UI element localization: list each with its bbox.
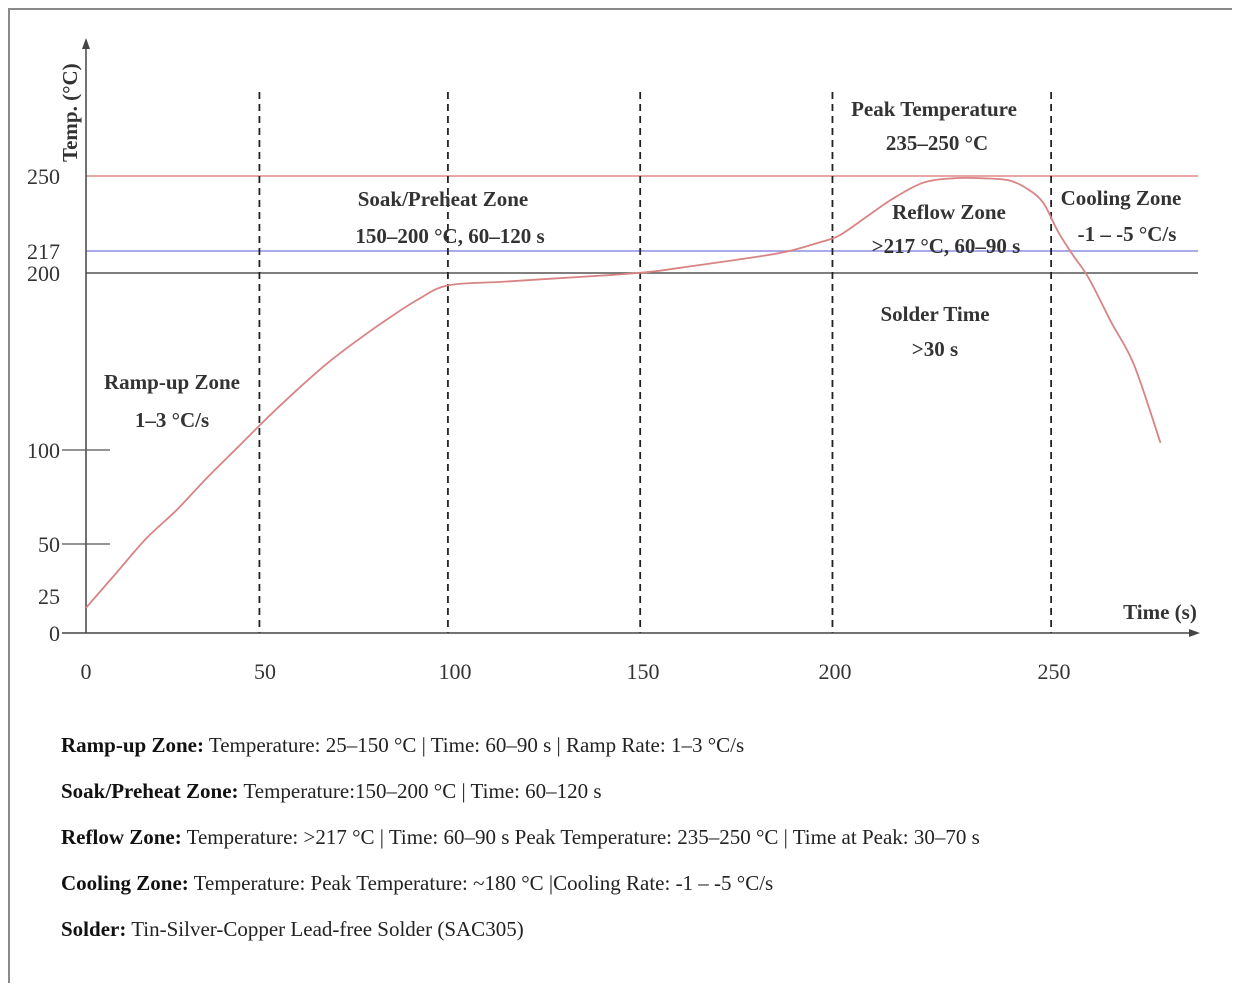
ramp-zone-annotation: Ramp-up Zone 1–3 °C/s: [104, 370, 240, 432]
peak-temperature-range: 235–250 °C: [886, 131, 988, 155]
soak-zone-title: Soak/Preheat Zone: [358, 187, 529, 211]
y-tick-label: 217: [27, 239, 60, 264]
note-text: Temperature: 25–150 °C | Time: 60–90 s |…: [208, 733, 745, 757]
x-tick-label: 250: [1038, 659, 1071, 684]
y-axis-label: Temp. (°C): [58, 63, 82, 162]
ramp-zone-title: Ramp-up Zone: [104, 370, 240, 394]
x-axis-label: Time (s): [1123, 600, 1197, 624]
cooling-zone-title: Cooling Zone: [1061, 186, 1182, 210]
x-tick-label: 0: [81, 659, 92, 684]
y-tick-label: 25: [38, 584, 60, 609]
solder-time-value: >30 s: [912, 337, 958, 361]
y-tick-label: 200: [27, 261, 60, 286]
peak-temperature-title: Peak Temperature: [851, 97, 1017, 121]
y-tick-label: 0: [49, 621, 60, 646]
note-cooling: Cooling Zone: Temperature: Peak Temperat…: [61, 860, 1211, 906]
solder-time-annotation: Solder Time >30 s: [880, 302, 989, 361]
x-axis-arrow: [1189, 629, 1200, 637]
note-label: Soak/Preheat Zone:: [61, 779, 239, 803]
reflow-zone-title: Reflow Zone: [892, 200, 1006, 224]
figure-frame: [8, 8, 1232, 983]
solder-time-title: Solder Time: [880, 302, 989, 326]
note-text: Temperature:150–200 °C | Time: 60–120 s: [243, 779, 602, 803]
temperature-curve: [85, 176, 1162, 609]
cooling-zone-rate: -1 – -5 °C/s: [1078, 222, 1177, 246]
soak-zone-annotation: Soak/Preheat Zone 150–200 °C, 60–120 s: [355, 187, 544, 248]
x-tick-label: 200: [819, 659, 852, 684]
ramp-zone-rate: 1–3 °C/s: [135, 408, 209, 432]
x-tick-label: 150: [627, 659, 660, 684]
note-label: Ramp-up Zone:: [61, 733, 204, 757]
x-tick-label: 50: [254, 659, 276, 684]
x-tick-label: 100: [439, 659, 472, 684]
y-tick-label: 50: [38, 532, 60, 557]
zone-divider-lines: [258, 92, 1053, 633]
cooling-zone-annotation: Cooling Zone -1 – -5 °C/s: [1061, 186, 1182, 246]
axes: [62, 38, 1200, 637]
note-text: Tin-Silver-Copper Lead-free Solder (SAC3…: [131, 917, 524, 941]
reflow-zone-annotation: Reflow Zone >217 °C, 60–90 s: [872, 200, 1021, 258]
reflow-zone-range: >217 °C, 60–90 s: [872, 234, 1021, 258]
peak-temperature-annotation: Peak Temperature 235–250 °C: [851, 97, 1017, 155]
note-label: Cooling Zone:: [61, 871, 189, 895]
y-tick-label: 100: [27, 438, 60, 463]
note-soak-preheat: Soak/Preheat Zone: Temperature:150–200 °…: [61, 768, 1211, 814]
y-axis-arrow: [82, 38, 90, 49]
zone-notes: Ramp-up Zone: Temperature: 25–150 °C | T…: [61, 722, 1211, 952]
note-text: Temperature: Peak Temperature: ~180 °C |…: [193, 871, 774, 895]
note-label: Reflow Zone:: [61, 825, 182, 849]
soak-zone-range: 150–200 °C, 60–120 s: [355, 224, 544, 248]
note-ramp-up: Ramp-up Zone: Temperature: 25–150 °C | T…: [61, 722, 1211, 768]
note-reflow: Reflow Zone: Temperature: >217 °C | Time…: [61, 814, 1211, 860]
y-tick-label: 250: [27, 164, 60, 189]
note-solder: Solder: Tin-Silver-Copper Lead-free Sold…: [61, 906, 1211, 952]
note-label: Solder:: [61, 917, 127, 941]
note-text: Temperature: >217 °C | Time: 60–90 s Pea…: [186, 825, 980, 849]
